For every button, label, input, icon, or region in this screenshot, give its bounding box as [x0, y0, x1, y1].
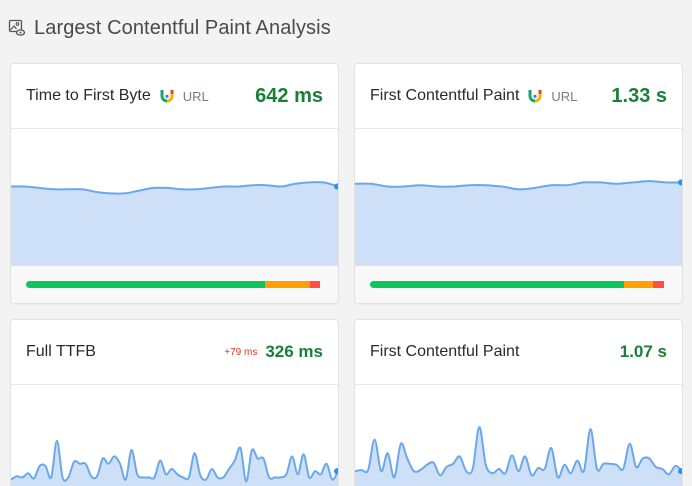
- card-header: First Contentful Paint 1.07 s: [355, 320, 682, 385]
- card-footer: [355, 265, 682, 303]
- distribution-bar: [26, 281, 323, 288]
- trend-chart[interactable]: [355, 385, 682, 486]
- source-label: URL: [182, 88, 209, 104]
- chart-line: [11, 181, 338, 195]
- distribution-segment-good[interactable]: [370, 281, 624, 288]
- card-header: Time to First Byte URL 642 ms: [11, 64, 338, 129]
- metric-value: 326 ms: [265, 342, 323, 361]
- metric-label: Time to First Byte: [26, 87, 151, 104]
- chart-line: [11, 439, 338, 483]
- distribution-segment-poor[interactable]: [310, 281, 321, 288]
- metric-value: 1.33 s: [611, 84, 667, 107]
- distribution-segment-needs-improvement[interactable]: [623, 281, 653, 288]
- latest-point-marker: [334, 468, 338, 475]
- chart-area: [11, 440, 338, 486]
- metric-label: First Contentful Paint: [370, 87, 520, 104]
- delta-badge: +79 ms: [224, 346, 258, 358]
- chart-line: [355, 180, 682, 191]
- trend-chart[interactable]: [11, 129, 338, 266]
- metric-card-ttfb[interactable]: Time to First Byte URL 642 ms: [10, 63, 339, 304]
- metric-card-full-ttfb[interactable]: Full TTFB +79 ms 326 ms: [10, 319, 339, 486]
- crux-logo-icon: [160, 90, 174, 103]
- latest-point-marker: [678, 179, 682, 186]
- trend-chart[interactable]: [355, 129, 682, 266]
- metric-label: Full TTFB: [26, 343, 96, 360]
- chart-area: [11, 182, 338, 266]
- distribution-bar: [370, 281, 667, 288]
- data-source: URL: [159, 88, 209, 104]
- latest-point-marker: [678, 468, 682, 475]
- trend-chart[interactable]: [11, 385, 338, 486]
- metric-card-fcp-lab[interactable]: First Contentful Paint 1.07 s: [354, 319, 683, 486]
- card-header: First Contentful Paint URL 1.33 s: [355, 64, 682, 129]
- data-source: URL: [527, 88, 577, 104]
- card-header: Full TTFB +79 ms 326 ms: [11, 320, 338, 385]
- image-analysis-icon: [8, 19, 26, 36]
- section-header: Largest Contentful Paint Analysis: [8, 14, 331, 42]
- metric-label: First Contentful Paint: [370, 343, 520, 360]
- metric-value: 1.07 s: [619, 342, 667, 361]
- distribution-segment-needs-improvement[interactable]: [264, 281, 311, 288]
- distribution-segment-good[interactable]: [26, 281, 265, 288]
- metric-card-fcp[interactable]: First Contentful Paint URL 1.33 s: [354, 63, 683, 304]
- chart-area: [355, 181, 682, 266]
- crux-logo-icon: [528, 90, 542, 103]
- distribution-segment-poor[interactable]: [652, 281, 664, 288]
- chart-line: [355, 425, 682, 479]
- latest-point-marker: [334, 183, 338, 190]
- source-label: URL: [551, 88, 578, 104]
- page-title: Largest Contentful Paint Analysis: [34, 16, 331, 39]
- card-footer: [11, 265, 338, 303]
- metric-value: 642 ms: [255, 84, 323, 107]
